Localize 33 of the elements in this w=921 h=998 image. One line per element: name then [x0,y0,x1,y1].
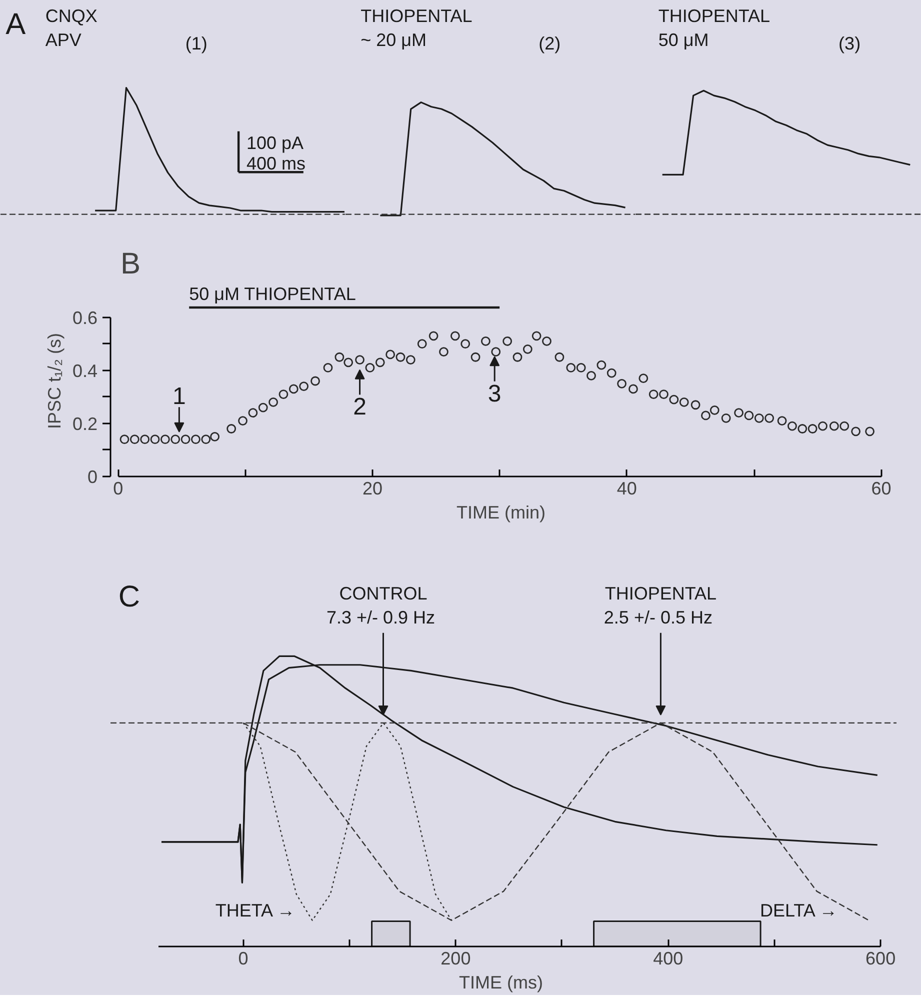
y-tick-label: 0.6 [72,308,98,328]
annotation: THETA → [215,900,296,921]
x-tick-label: 40 [616,478,637,498]
chart-title: A [6,8,26,41]
annotation: 1 [172,383,186,410]
text: THIOPENTAL ~ 20 μM [360,6,472,50]
annotation: DELTA → [760,900,838,921]
y-axis-title: IPSC t₁/₂ (s) [44,332,64,430]
text: (1) [185,34,208,54]
text: CNQX APV [45,6,98,50]
y-tick-label: 0.2 [72,414,98,434]
x-tick-label: 20 [362,478,383,498]
annotation: 2 [353,394,366,421]
x-tick-label: 0 [238,948,248,968]
text: 50 μM THIOPENTAL [189,284,356,304]
y-tick-label: 0.4 [72,360,98,381]
annotation: 3 [488,380,502,408]
x-axis-title: TIME (ms) [459,972,543,992]
text: CONTROL 7.3 +/- 0.9 Hz [326,583,436,628]
text: (2) [538,34,561,54]
text: THIOPENTAL 50 μM [658,6,770,50]
x-tick-label: 0 [113,478,124,498]
chart-title: C [118,580,140,614]
x-tick-label: 400 [653,948,684,968]
x-tick-label: 60 [871,478,892,498]
chart-title: B [120,248,141,280]
text: (3) [838,34,861,54]
x-tick-label: 600 [866,948,896,968]
x-tick-label: 200 [440,948,471,968]
annotation: 400 ms [246,154,306,174]
annotation: 100 pA [246,133,304,154]
text: THIOPENTAL 2.5 +/- 0.5 Hz [604,583,717,628]
x-axis-title: TIME (min) [456,502,546,522]
